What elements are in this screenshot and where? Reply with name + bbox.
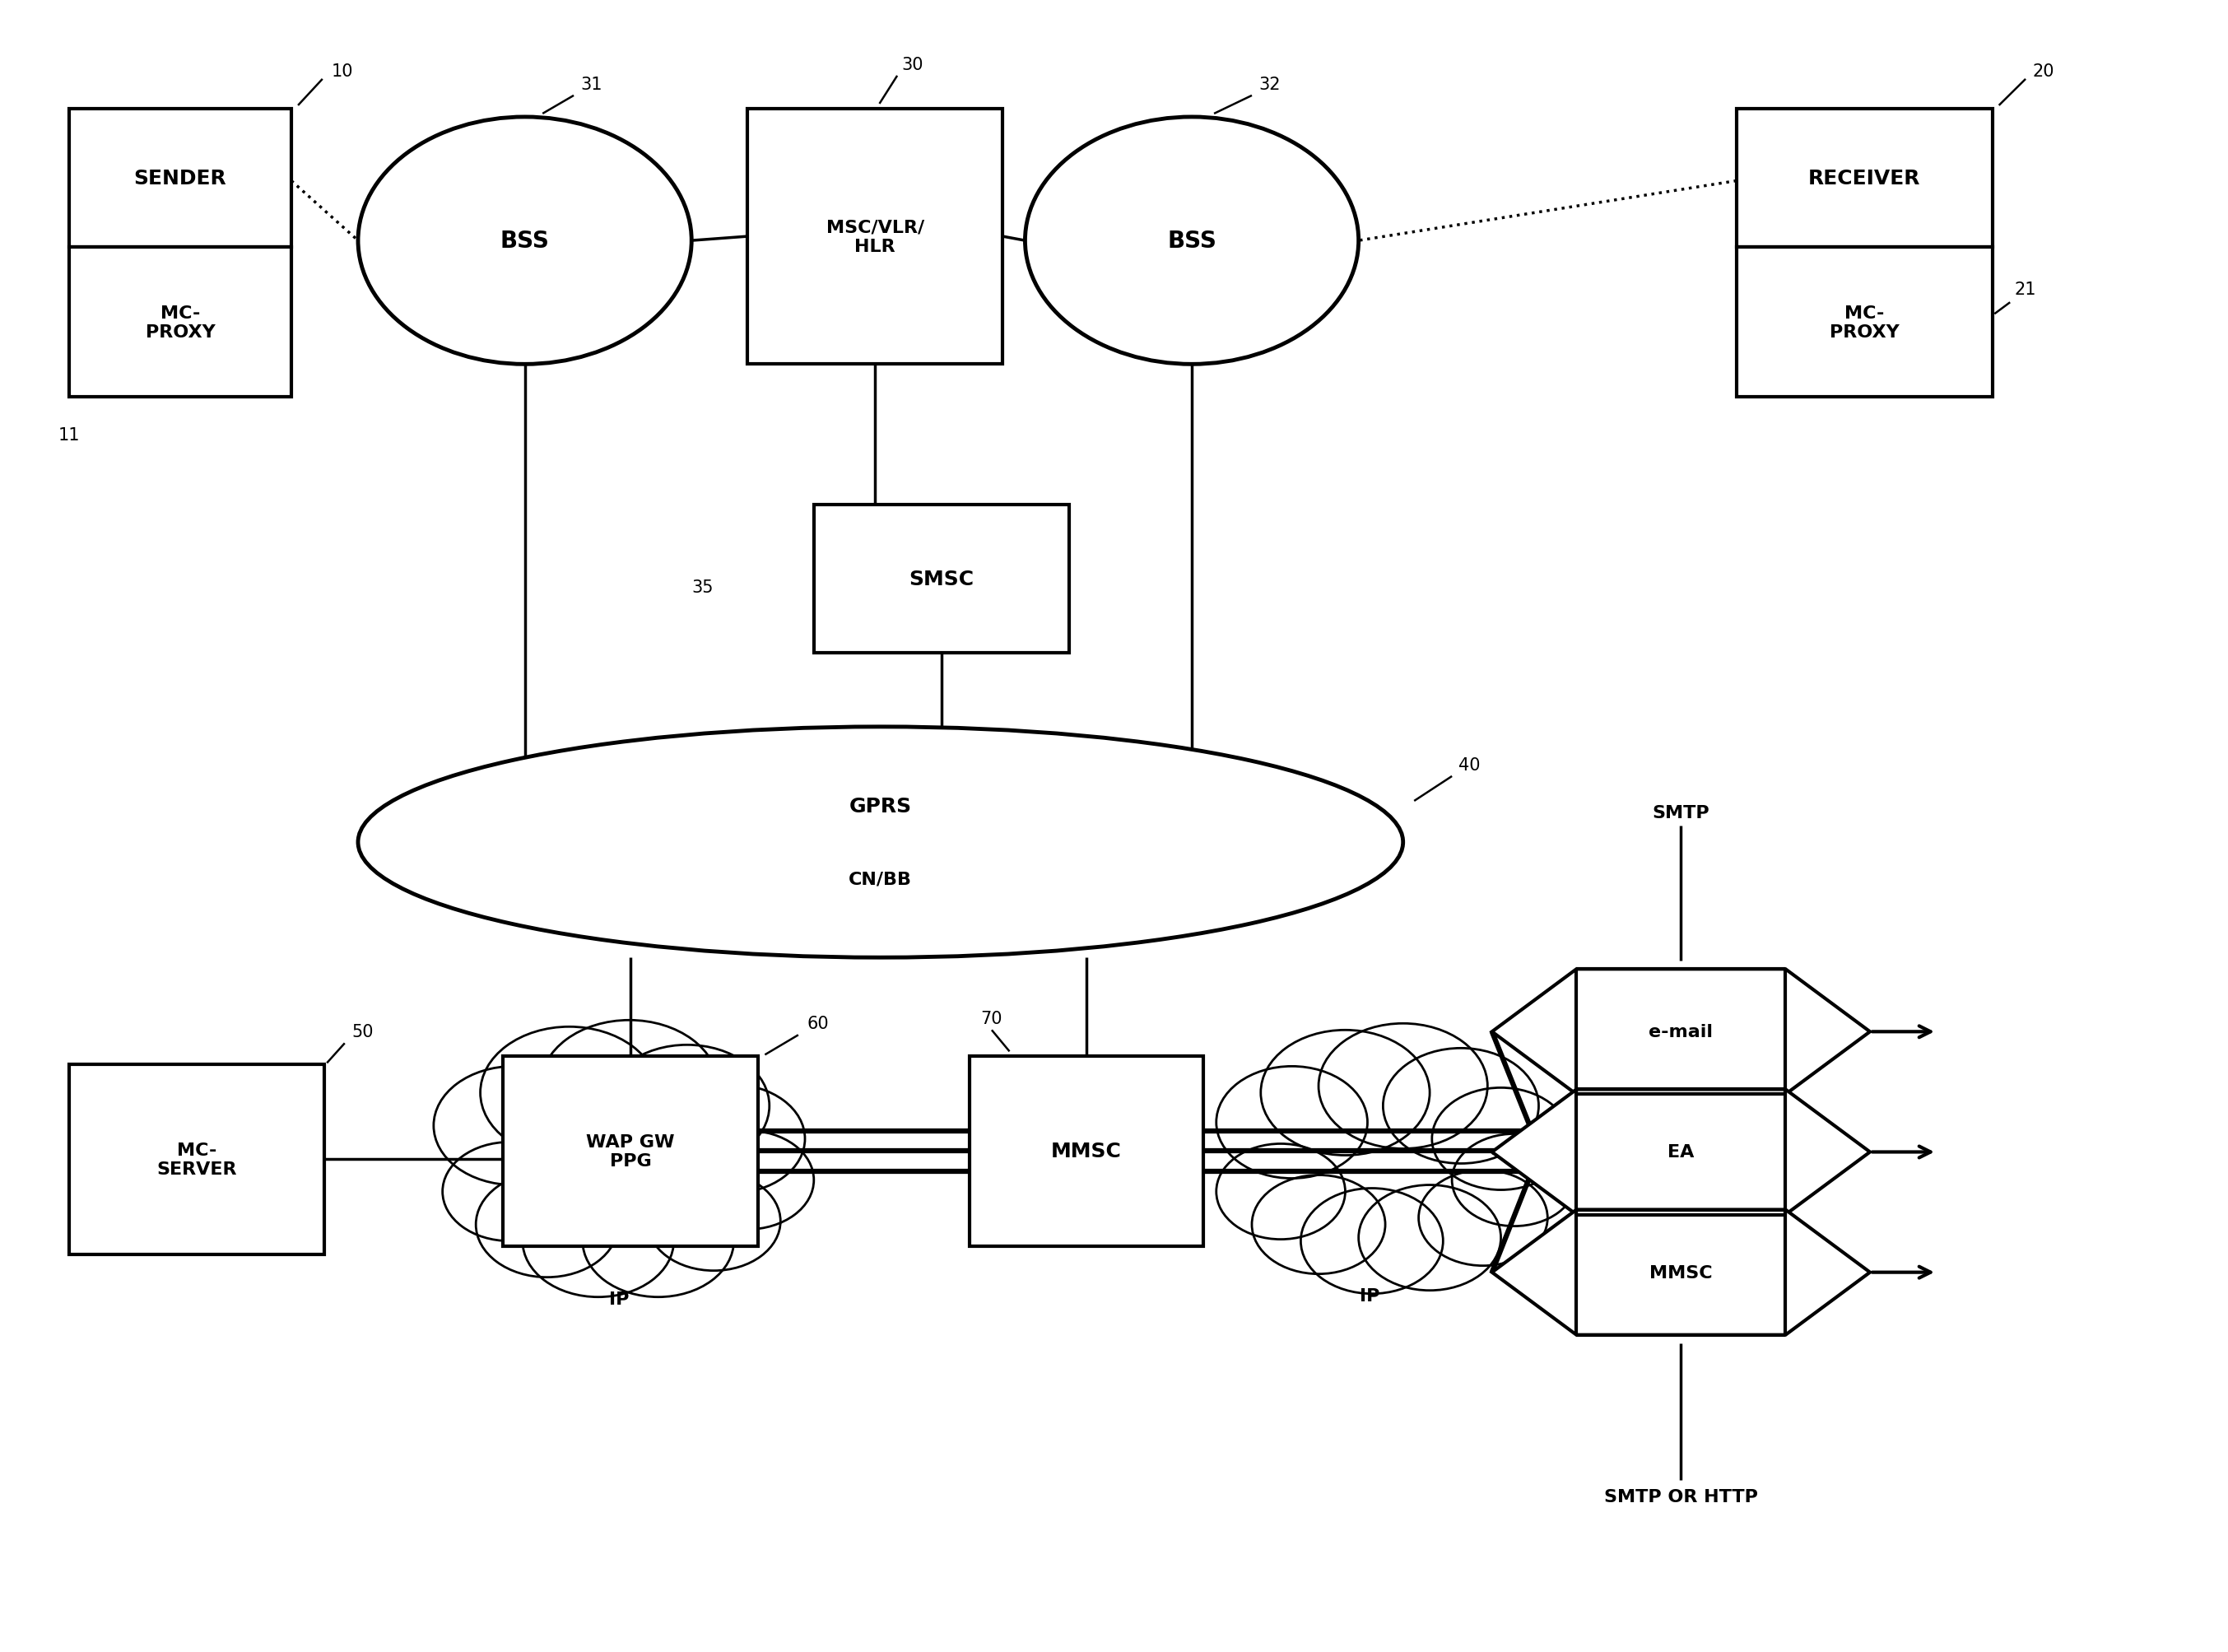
Circle shape (541, 1021, 717, 1151)
Text: CN/BB: CN/BB (849, 871, 911, 887)
Text: 30: 30 (902, 56, 922, 73)
Text: 21: 21 (2014, 281, 2036, 297)
Circle shape (477, 1171, 617, 1277)
Circle shape (1252, 1175, 1386, 1274)
Bar (69, 248, 292, 398)
Text: MSC/VLR/
HLR: MSC/VLR/ HLR (827, 220, 925, 254)
Text: 60: 60 (807, 1016, 829, 1032)
Bar (504, 1057, 758, 1246)
Text: GPRS: GPRS (849, 796, 911, 816)
Polygon shape (1493, 970, 1869, 1095)
Text: MC-
PROXY: MC- PROXY (1829, 306, 1898, 340)
Text: BSS: BSS (499, 230, 550, 253)
Text: SMSC: SMSC (909, 568, 974, 588)
Text: 31: 31 (579, 76, 602, 93)
Bar (813, 506, 1069, 653)
Text: IP: IP (1359, 1287, 1379, 1303)
Text: MMSC: MMSC (1052, 1142, 1121, 1161)
Circle shape (1453, 1133, 1577, 1226)
Text: 10: 10 (332, 63, 354, 79)
Text: EA: EA (1667, 1143, 1693, 1160)
Bar (1736, 248, 1992, 398)
Text: 20: 20 (2032, 63, 2054, 79)
Bar (69, 109, 292, 248)
Circle shape (1359, 1184, 1502, 1290)
Text: RECEIVER: RECEIVER (1809, 169, 1921, 188)
Circle shape (524, 1184, 673, 1297)
Bar (746, 109, 1003, 365)
Circle shape (1319, 1024, 1488, 1148)
Text: 70: 70 (980, 1011, 1003, 1028)
Polygon shape (1493, 1090, 1869, 1214)
Text: MC-
SERVER: MC- SERVER (156, 1142, 236, 1178)
Text: WAP GW
PPG: WAP GW PPG (586, 1133, 675, 1170)
Circle shape (582, 1184, 733, 1297)
Polygon shape (1493, 1209, 1869, 1335)
Text: 11: 11 (58, 428, 80, 444)
Ellipse shape (359, 117, 691, 365)
Circle shape (1384, 1049, 1540, 1163)
Text: MC-
PROXY: MC- PROXY (145, 306, 216, 340)
Text: BSS: BSS (1167, 230, 1216, 253)
Bar (969, 1057, 1203, 1246)
Circle shape (434, 1067, 593, 1184)
Circle shape (1216, 1067, 1368, 1178)
Text: 40: 40 (1459, 757, 1479, 773)
Text: IP: IP (608, 1290, 628, 1307)
Text: 50: 50 (352, 1024, 372, 1041)
Bar (69, 1066, 325, 1254)
Circle shape (1433, 1089, 1571, 1189)
Text: SMTP OR HTTP: SMTP OR HTTP (1604, 1488, 1758, 1505)
Bar (1736, 109, 1992, 248)
Text: 35: 35 (691, 578, 713, 595)
Ellipse shape (359, 727, 1404, 958)
Circle shape (680, 1130, 813, 1229)
Circle shape (646, 1171, 780, 1270)
Circle shape (1301, 1188, 1444, 1294)
Circle shape (1261, 1031, 1430, 1155)
Circle shape (481, 1028, 657, 1158)
Circle shape (604, 1046, 769, 1166)
Circle shape (443, 1142, 575, 1241)
Text: MMSC: MMSC (1649, 1264, 1713, 1280)
Circle shape (1419, 1170, 1548, 1265)
Text: e-mail: e-mail (1649, 1024, 1713, 1041)
Circle shape (1216, 1143, 1346, 1239)
Text: SENDER: SENDER (134, 169, 227, 188)
Circle shape (657, 1085, 804, 1193)
Text: SMTP: SMTP (1653, 805, 1709, 821)
Ellipse shape (1025, 117, 1359, 365)
Text: 32: 32 (1259, 76, 1281, 93)
